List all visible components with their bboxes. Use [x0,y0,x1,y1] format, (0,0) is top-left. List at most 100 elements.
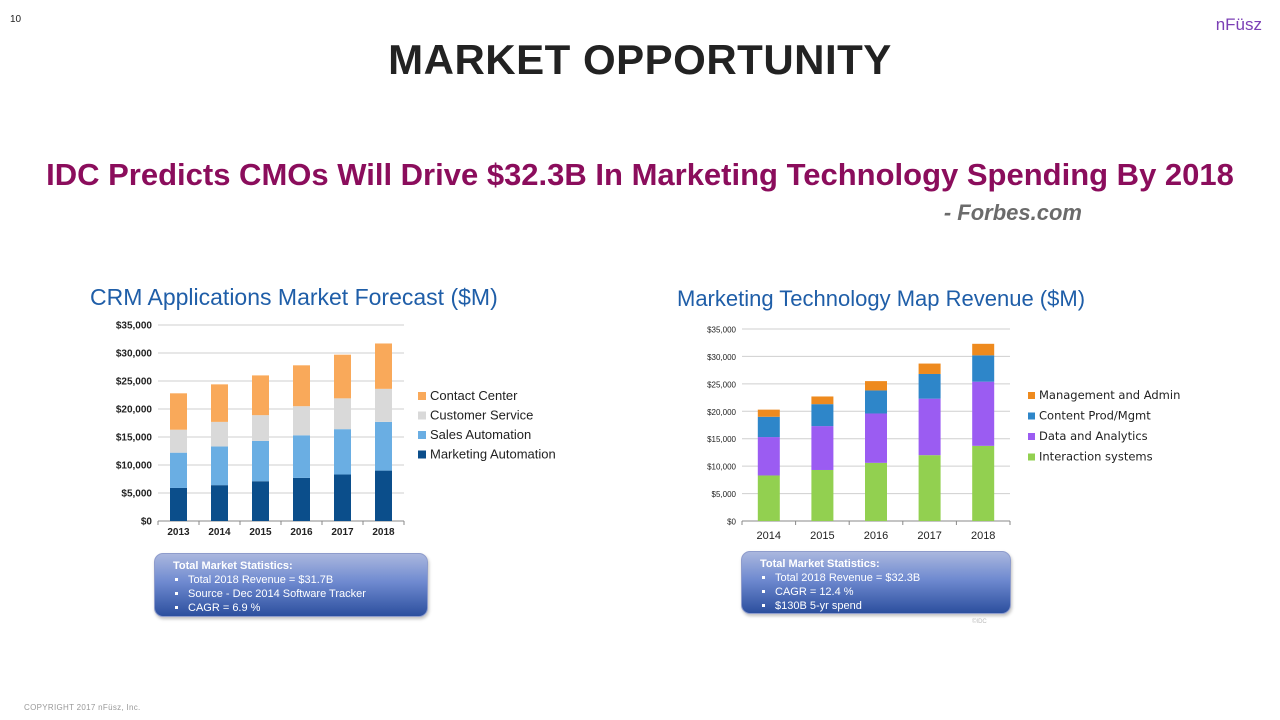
martech-bar-segment [972,343,995,356]
martech-x-tick-label: 2015 [810,530,834,542]
crm-legend-label: Sales Automation [430,427,531,442]
martech-legend-label: Content Prod/Mgmt [1039,409,1151,423]
crm-bar-segment [211,446,228,486]
crm-legend-label: Customer Service [430,408,533,423]
crm-y-tick-label: $30,000 [116,349,153,360]
crm-bar-segment [375,388,392,422]
martech-bar-segment [972,355,995,382]
crm-bar-segment [170,429,187,453]
crm-stat-item: Total 2018 Revenue = $31.7B [188,573,417,587]
headline-quote: IDC Predicts CMOs Will Drive $32.3B In M… [46,157,1234,192]
crm-x-tick-label: 2018 [372,527,395,538]
martech-bar-segment [757,475,780,521]
martech-bar-segment [865,462,887,521]
crm-y-tick-label: $25,000 [116,377,153,388]
martech-revenue-chart: $0 $5,000 $10,000 $15,000 $20,000 $25,000 $30,… [707,326,1180,543]
crm-bar-segment [375,421,392,471]
martech-y-tick-label: $35,000 [707,326,736,335]
brand-logo-text: nFüsz [1215,15,1262,34]
crm-legend-swatch [418,411,426,420]
martech-bar-segment [918,455,941,521]
martech-legend-label: Interaction systems [1039,450,1153,464]
martech-y-tick-label: $10,000 [707,463,736,472]
crm-legend-swatch [418,431,426,439]
martech-stats-title: Total Market Statistics: [760,558,880,570]
crm-bar-segment [252,440,269,482]
crm-bar-segment [334,474,351,521]
martech-legend-label: Management and Admin [1039,388,1180,402]
crm-y-tick-label: $10,000 [116,461,153,472]
martech-bar-segment [811,469,834,521]
crm-bar-segment [211,384,228,422]
crm-y-tick-label: $5,000 [121,489,152,500]
martech-stat-item: Total 2018 Revenue = $32.3B [775,571,1000,585]
martech-bar-segment [865,413,887,463]
crm-bar-segment [334,398,351,430]
slide-title: MARKET OPPORTUNITY [388,36,892,83]
crm-x-tick-label: 2014 [208,527,231,538]
martech-stat-item: $130B 5-yr spend [775,599,1000,613]
martech-y-tick-label: $25,000 [707,380,736,389]
crm-y-tick-label: $20,000 [116,405,153,416]
martech-bar-segment [918,373,941,399]
martech-y-tick-label: $15,000 [707,435,736,444]
crm-bar-segment [293,365,310,407]
martech-legend-swatch [1028,433,1035,440]
page-number: 10 [10,14,22,25]
crm-bar-segment [252,481,269,521]
crm-x-tick-label: 2013 [167,527,190,538]
martech-bar-segment [918,398,941,456]
martech-chart-title: Marketing Technology Map Revenue ($M) [677,286,1086,311]
crm-bar-segment [293,477,310,521]
crm-y-tick-label: $0 [141,517,153,528]
crm-x-tick-label: 2017 [331,527,354,538]
crm-legend-swatch [418,392,426,400]
martech-y-tick-label: $5,000 [712,490,737,499]
crm-bar-segment [170,452,187,488]
martech-y-tick-label: $20,000 [707,408,736,417]
martech-legend-swatch [1028,412,1035,420]
idc-watermark: ©IDC [972,619,987,625]
martech-bar-segment [865,381,887,391]
crm-bar-segment [170,487,187,521]
martech-legend-swatch [1028,392,1035,399]
crm-chart-title: CRM Applications Market Forecast ($M) [90,284,498,310]
crm-forecast-chart: $0 $5,000 $10,000 $15,000 $20,000 $25,000 $30,… [116,321,556,539]
crm-bar-segment [293,406,310,436]
martech-legend-swatch [1028,453,1035,461]
martech-bar-segment [757,409,780,417]
crm-x-tick-label: 2016 [290,527,313,538]
crm-bar-segment [375,343,392,389]
crm-bar-segment [334,354,351,399]
crm-y-tick-label: $35,000 [116,321,153,332]
crm-stat-item: Source - Dec 2014 Software Tracker [188,587,417,601]
martech-bar-segment [757,416,780,438]
martech-x-tick-label: 2017 [917,530,941,542]
martech-stats-box: Total Market Statistics: Total 2018 Reve… [741,551,1011,614]
quote-attribution: - Forbes.com [943,200,1082,225]
crm-y-tick-label: $15,000 [116,433,153,444]
martech-bar-segment [811,396,834,405]
martech-y-tick-label: $30,000 [707,353,736,362]
martech-bar-segment [757,437,780,476]
crm-legend-label: Marketing Automation [430,447,556,462]
crm-stat-item: CAGR = 6.9 % [188,601,417,615]
martech-bar-segment [865,390,887,414]
crm-stats-box: Total Market Statistics: Total 2018 Reve… [154,553,428,617]
crm-bar-segment [334,429,351,475]
crm-bar-segment [252,415,269,441]
martech-y-tick-label: $0 [727,518,736,527]
martech-bar-segment [918,363,941,374]
martech-bar-segment [972,445,995,521]
crm-bar-segment [211,485,228,521]
crm-bar-segment [252,375,269,416]
crm-bar-segment [293,435,310,478]
crm-bar-segment [211,421,228,447]
crm-legend-swatch [418,450,426,459]
martech-stat-item: CAGR = 12.4 % [775,585,1000,599]
martech-bar-segment [811,426,834,470]
martech-bar-segment [811,404,834,427]
martech-bar-segment [972,381,995,446]
crm-x-tick-label: 2015 [249,527,272,538]
copyright-notice: COPYRIGHT 2017 nFüsz, Inc. [24,703,141,712]
